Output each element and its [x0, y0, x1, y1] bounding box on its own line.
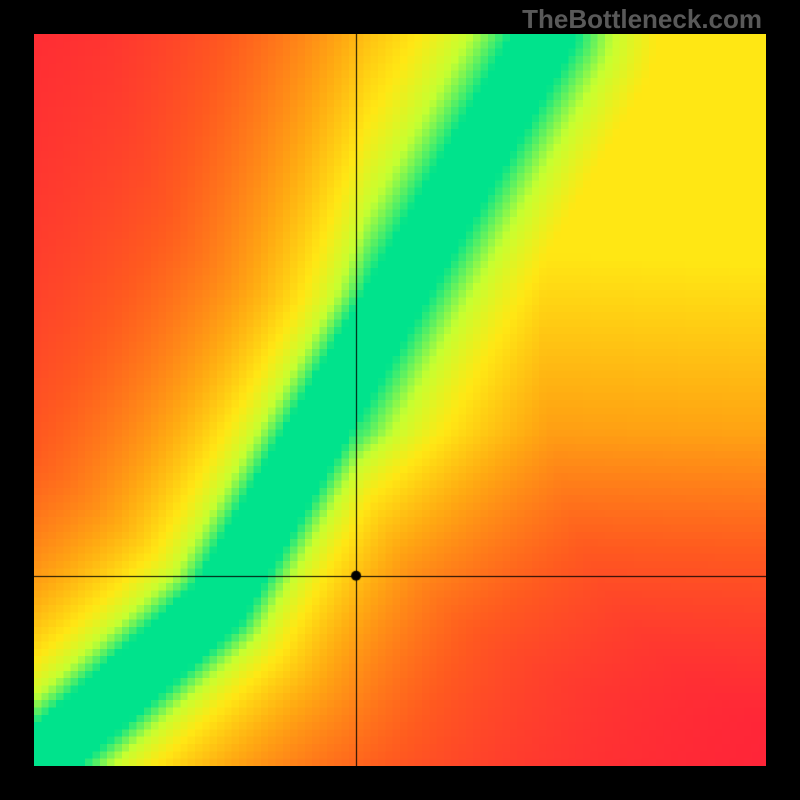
watermark-label: TheBottleneck.com [522, 4, 762, 35]
bottleneck-heatmap [34, 34, 766, 766]
chart-container: TheBottleneck.com [0, 0, 800, 800]
